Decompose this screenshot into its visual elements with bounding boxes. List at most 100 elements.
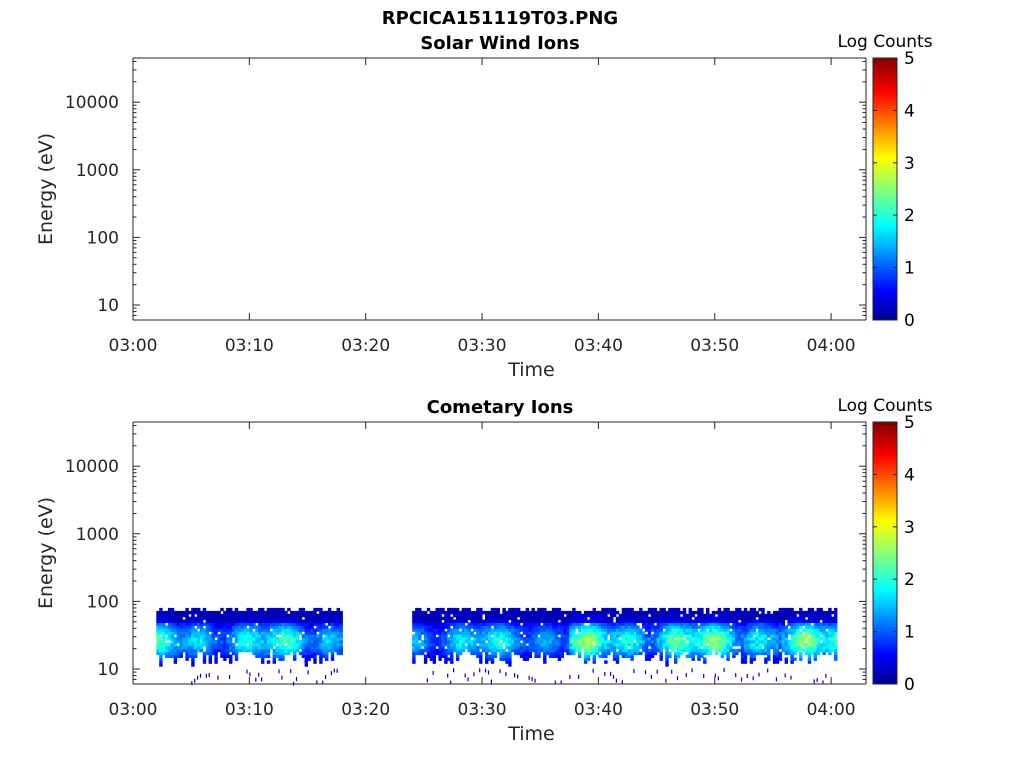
spectrogram-cell <box>339 642 343 647</box>
spectrogram-cell <box>560 654 564 658</box>
spectrogram-cell <box>473 613 477 618</box>
spectrogram-cell <box>813 654 817 658</box>
spectrogram-cell <box>711 637 716 641</box>
spectrogram-cell <box>165 654 169 658</box>
spectrogram-cell <box>711 619 716 623</box>
spectrogram-cell <box>560 642 564 647</box>
spectrogram-cell <box>304 622 308 626</box>
spectrogram-cell <box>470 610 474 615</box>
spectrogram-cell <box>604 640 608 644</box>
spectrogram-cell <box>458 610 463 615</box>
spectrogram-cell <box>612 648 617 653</box>
spectrogram-cell <box>578 637 582 641</box>
spectrogram-cell <box>514 651 518 656</box>
spectrogram-cell <box>743 619 748 623</box>
spectrogram-cell <box>758 622 762 626</box>
spectrogram-cell <box>423 648 428 653</box>
spectrogram-cell <box>525 654 530 658</box>
spectrogram-cell <box>205 625 210 629</box>
spectrogram-cell <box>246 637 250 641</box>
spectrogram-cell <box>336 610 340 615</box>
spectrogram-cell <box>441 637 445 641</box>
spectrogram-cell <box>514 613 518 618</box>
spectrogram-cell <box>415 637 419 641</box>
spectrogram-cell <box>639 610 643 615</box>
spectrogram-cell <box>240 619 244 623</box>
spectrogram-cell <box>464 645 468 650</box>
spectrogram-cell <box>563 631 567 635</box>
spectrogram-cell <box>441 631 445 635</box>
spectrogram-cell <box>828 628 832 632</box>
spectrogram-cell <box>182 628 186 632</box>
spectrogram-cell <box>432 625 436 629</box>
spectrogram-cell <box>450 654 454 658</box>
spectrogram-cell <box>601 654 605 658</box>
spectrogram-cell <box>202 657 207 661</box>
spectrogram-cell <box>327 607 332 612</box>
spectrogram-cell <box>423 640 428 644</box>
spectrogram-cell <box>575 625 579 629</box>
spectrogram-cell <box>624 625 628 629</box>
spectrogram-cell <box>214 640 218 644</box>
spectrogram-cell <box>263 645 268 650</box>
spectrogram-cell <box>540 628 544 632</box>
y-tick-label: 1000 <box>76 525 119 545</box>
spectrogram-cell <box>767 640 771 644</box>
spectrogram-cell <box>205 616 210 621</box>
spectrogram-cell <box>415 634 419 638</box>
spectrogram-cell <box>764 619 768 623</box>
spectrogram-cell <box>272 642 276 647</box>
spectrogram-cell <box>583 619 588 623</box>
spectrogram-cell <box>807 640 812 644</box>
spectrogram-cell <box>255 677 257 682</box>
spectrogram-cell <box>706 640 710 644</box>
spectrogram-cell <box>435 637 439 641</box>
spectrogram-cell <box>293 637 297 641</box>
spectrogram-cell <box>482 645 486 650</box>
spectrogram-cell <box>746 619 751 623</box>
spectrogram-cell <box>659 648 663 653</box>
spectrogram-cell <box>586 648 591 653</box>
spectrogram-cell <box>467 634 471 638</box>
spectrogram-cell <box>499 631 503 635</box>
spectrogram-cell <box>455 642 460 647</box>
spectrogram-cell <box>473 625 477 629</box>
spectrogram-cell <box>743 625 748 629</box>
spectrogram-cell <box>176 613 180 618</box>
spectrogram-cell <box>595 634 599 638</box>
spectrogram-cell <box>636 637 640 641</box>
spectrogram-cell <box>650 648 655 653</box>
spectrogram-cell <box>205 651 210 656</box>
spectrogram-cell <box>310 654 314 658</box>
spectrogram-cell <box>688 642 692 647</box>
spectrogram-cell <box>697 631 701 635</box>
spectrogram-cell <box>662 616 666 621</box>
spectrogram-cell <box>458 631 463 635</box>
spectrogram-cell <box>517 631 521 635</box>
spectrogram-cell <box>429 634 434 638</box>
spectrogram-cell <box>726 657 730 661</box>
spectrogram-cell <box>770 642 774 647</box>
x-tick-label: 03:10 <box>225 336 274 356</box>
spectrogram-cell <box>237 648 242 653</box>
spectrogram-cell <box>787 613 791 618</box>
spectrogram-cell <box>726 637 730 641</box>
spectrogram-cell <box>502 631 506 635</box>
spectrogram-cell <box>691 642 695 647</box>
spectrogram-cell <box>685 625 690 629</box>
spectrogram-cell <box>313 610 317 615</box>
spectrogram-cell <box>485 651 489 656</box>
spectrogram-cell <box>566 613 570 618</box>
spectrogram-cell <box>261 640 265 644</box>
spectrogram-cell <box>313 648 317 653</box>
spectrogram-cell <box>214 616 218 621</box>
colorbar-frame <box>872 57 898 321</box>
spectrogram-cell <box>208 660 212 664</box>
spectrogram-cell <box>793 613 797 618</box>
spectrogram-cell <box>310 640 314 644</box>
spectrogram-cell <box>732 637 736 641</box>
spectrogram-cell <box>659 645 663 650</box>
spectrogram-cell <box>159 631 163 635</box>
spectrogram-cell <box>572 628 576 632</box>
spectrogram-cell <box>432 648 436 653</box>
